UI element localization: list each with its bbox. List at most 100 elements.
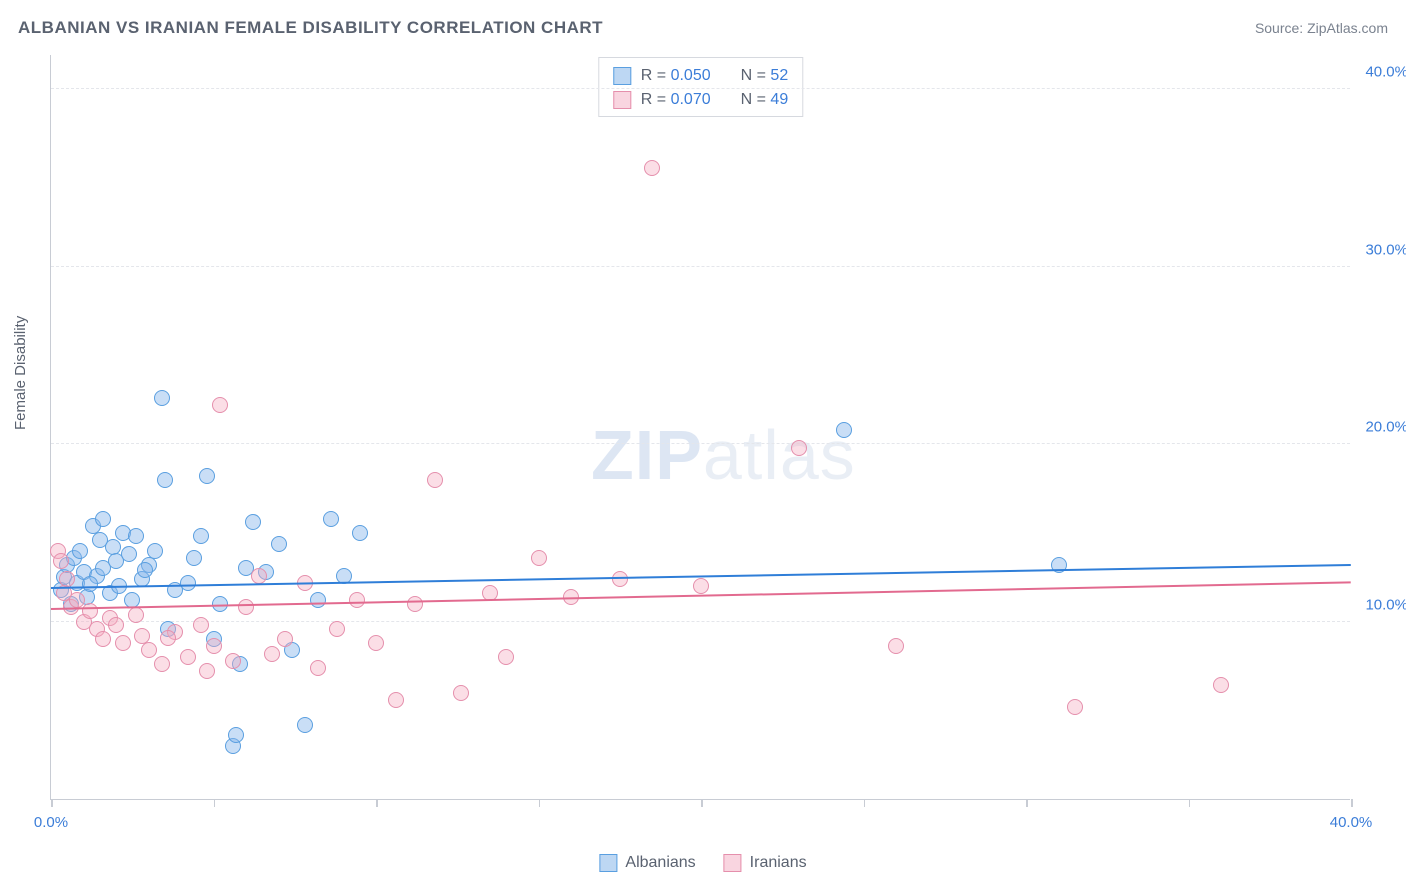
- swatch-series-1: [613, 91, 631, 109]
- data-point: [427, 472, 443, 488]
- source-name: ZipAtlas.com: [1307, 20, 1388, 36]
- watermark-bold: ZIP: [591, 416, 703, 494]
- data-point: [128, 528, 144, 544]
- data-point: [310, 660, 326, 676]
- data-point: [212, 397, 228, 413]
- watermark-rest: atlas: [703, 416, 856, 494]
- data-point: [141, 642, 157, 658]
- gridline: [51, 266, 1350, 267]
- data-point: [59, 571, 75, 587]
- legend-item-0: Albanians: [599, 854, 695, 872]
- data-point: [888, 638, 904, 654]
- gridline: [51, 443, 1350, 444]
- x-tick: [1026, 799, 1028, 807]
- n-value-1: 49: [770, 91, 788, 108]
- data-point: [693, 578, 709, 594]
- legend-item-1: Iranians: [724, 854, 807, 872]
- gridline: [51, 88, 1350, 89]
- data-point: [180, 575, 196, 591]
- source-prefix: Source:: [1255, 20, 1307, 36]
- data-point: [352, 525, 368, 541]
- data-point: [264, 646, 280, 662]
- stats-row-series-0: R = 0.050 N = 52: [613, 64, 788, 88]
- data-point: [407, 596, 423, 612]
- data-point: [1213, 677, 1229, 693]
- data-point: [199, 663, 215, 679]
- data-point: [310, 592, 326, 608]
- data-point: [388, 692, 404, 708]
- x-tick: [376, 799, 378, 807]
- data-point: [453, 685, 469, 701]
- data-point: [82, 576, 98, 592]
- data-point: [160, 630, 176, 646]
- data-point: [147, 543, 163, 559]
- scatter-plot-area: ZIPatlas R = 0.050 N = 52 R = 0.070 N = …: [50, 55, 1350, 800]
- data-point: [251, 568, 267, 584]
- data-point: [115, 635, 131, 651]
- r-value-0: 0.050: [671, 67, 711, 84]
- y-axis-label: Female Disability: [12, 316, 29, 430]
- data-point: [95, 511, 111, 527]
- x-tick: [1351, 799, 1353, 807]
- x-tick: [214, 799, 216, 807]
- data-point: [228, 727, 244, 743]
- stats-legend-box: R = 0.050 N = 52 R = 0.070 N = 49: [598, 57, 803, 117]
- chart-title: ALBANIAN VS IRANIAN FEMALE DISABILITY CO…: [18, 18, 603, 38]
- data-point: [157, 472, 173, 488]
- data-point: [128, 607, 144, 623]
- data-point: [180, 649, 196, 665]
- data-point: [53, 553, 69, 569]
- gridline: [51, 621, 1350, 622]
- y-tick-label: 30.0%: [1358, 241, 1406, 258]
- data-point: [329, 621, 345, 637]
- stats-row-series-1: R = 0.070 N = 49: [613, 88, 788, 112]
- data-point: [271, 536, 287, 552]
- r-value-1: 0.070: [671, 91, 711, 108]
- x-tick: [539, 799, 541, 807]
- data-point: [836, 422, 852, 438]
- data-point: [1067, 699, 1083, 715]
- data-point: [137, 562, 153, 578]
- data-point: [245, 514, 261, 530]
- source-attribution: Source: ZipAtlas.com: [1255, 20, 1388, 36]
- data-point: [108, 617, 124, 633]
- x-tick-label: 0.0%: [34, 814, 68, 831]
- data-point: [72, 543, 88, 559]
- data-point: [121, 546, 137, 562]
- data-point: [193, 528, 209, 544]
- data-point: [186, 550, 202, 566]
- data-point: [531, 550, 547, 566]
- data-point: [238, 599, 254, 615]
- x-tick-label: 40.0%: [1330, 814, 1373, 831]
- data-point: [82, 603, 98, 619]
- data-point: [498, 649, 514, 665]
- data-point: [791, 440, 807, 456]
- data-point: [644, 160, 660, 176]
- x-tick: [1189, 799, 1191, 807]
- data-point: [225, 653, 241, 669]
- legend-label-0: Albanians: [625, 854, 695, 872]
- x-tick: [864, 799, 866, 807]
- bottom-legend: Albanians Iranians: [599, 854, 806, 872]
- legend-swatch-1: [724, 854, 742, 872]
- swatch-series-0: [613, 67, 631, 85]
- y-tick-label: 40.0%: [1358, 64, 1406, 81]
- y-tick-label: 20.0%: [1358, 419, 1406, 436]
- x-tick: [51, 799, 53, 807]
- data-point: [323, 511, 339, 527]
- data-point: [368, 635, 384, 651]
- data-point: [612, 571, 628, 587]
- data-point: [277, 631, 293, 647]
- data-point: [349, 592, 365, 608]
- legend-swatch-0: [599, 854, 617, 872]
- data-point: [206, 638, 222, 654]
- legend-label-1: Iranians: [750, 854, 807, 872]
- n-value-0: 52: [770, 67, 788, 84]
- data-point: [297, 717, 313, 733]
- data-point: [154, 656, 170, 672]
- data-point: [193, 617, 209, 633]
- y-tick-label: 10.0%: [1358, 596, 1406, 613]
- watermark: ZIPatlas: [591, 415, 856, 495]
- data-point: [199, 468, 215, 484]
- data-point: [95, 631, 111, 647]
